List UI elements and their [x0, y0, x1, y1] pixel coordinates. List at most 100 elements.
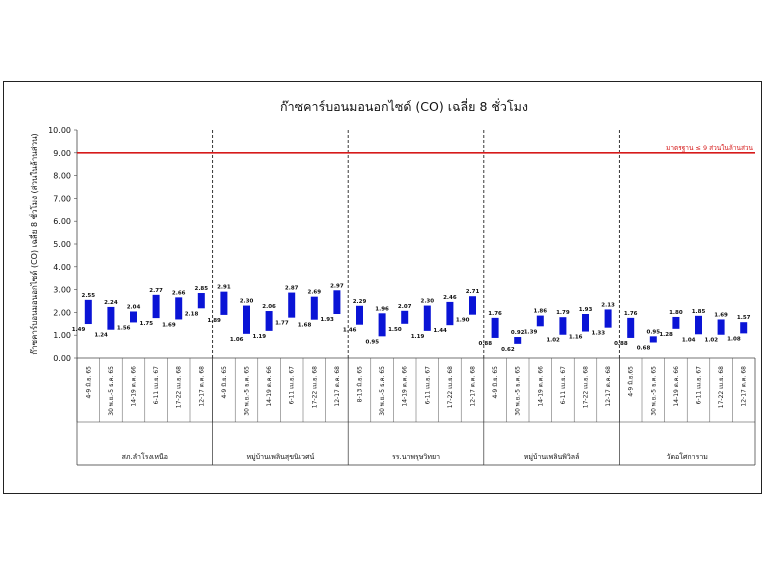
y-tick-label: 0.00 — [53, 354, 71, 363]
group-label: วัดอโศการาม — [667, 452, 708, 461]
max-value-label: 1.85 — [692, 309, 706, 315]
range-bar — [717, 319, 725, 335]
min-value-label: 1.04 — [682, 337, 696, 343]
category-label: 17-22 เม.ย. 68 — [718, 366, 725, 408]
category-label: 4-9 มิ.ย. 65 — [492, 366, 499, 399]
min-value-label: 0.88 — [614, 341, 628, 347]
max-value-label: 2.30 — [421, 299, 435, 305]
range-bar — [130, 311, 137, 323]
max-value-label: 1.69 — [714, 312, 728, 318]
range-bar — [604, 309, 612, 328]
min-value-label: 1.39 — [524, 329, 538, 335]
max-value-label: 2.71 — [466, 289, 480, 295]
group-label: หมู่บ้านเพลินสุขนิเวศน์ — [246, 453, 314, 461]
category-label: 12-17 ต.ค. 68 — [470, 366, 477, 407]
range-bar — [514, 337, 522, 344]
category-label: 4-9 มิ.ย. 65 — [221, 366, 228, 399]
range-bar — [469, 296, 476, 315]
category-label: 17-22 เม.ย. 68 — [311, 366, 318, 408]
min-value-label: 1.24 — [94, 333, 108, 339]
min-value-label: 1.28 — [659, 332, 673, 338]
range-bar — [356, 305, 363, 325]
max-value-label: 1.86 — [534, 309, 548, 315]
range-bar — [559, 317, 567, 335]
category-label: 14-19 ต.ค. 66 — [537, 366, 544, 407]
category-label: 30 พ.ย.-5 ธ.ค. 65 — [379, 366, 386, 416]
min-value-label: 1.46 — [343, 328, 357, 334]
x-category-labels: 4-9 มิ.ย. 65 30 พ.ย.-5 ธ.ค. 65 14-19 ต.ค. … — [76, 358, 756, 466]
category-label: 17-22 เม.ย. 68 — [583, 366, 590, 408]
range-bar — [220, 291, 228, 315]
category-label: 6-11 เม.ย. 67 — [560, 366, 567, 405]
range-bar — [491, 317, 499, 338]
category-label: 14-19 ต.ค. 66 — [673, 366, 680, 407]
min-value-label: 1.02 — [705, 338, 719, 344]
category-label: 14-19 ต.ค. 66 — [402, 366, 409, 407]
y-tick-label: 7.00 — [53, 194, 71, 203]
range-bar — [740, 322, 748, 334]
category-label: 6-11 เม.ย. 67 — [424, 366, 431, 405]
max-value-label: 2.66 — [172, 290, 186, 296]
min-value-label: 1.49 — [72, 327, 86, 333]
max-value-label: 2.29 — [353, 299, 367, 305]
range-bar — [446, 301, 454, 326]
y-tick-label: 3.00 — [53, 286, 71, 295]
y-tick-label: 1.00 — [53, 331, 71, 340]
max-value-label: 2.97 — [330, 283, 344, 289]
min-value-label: 1.06 — [230, 337, 244, 343]
category-label: 30 พ.ย.-5 ธ.ค. 65 — [244, 366, 251, 416]
y-axis-label: ก๊าซคาร์บอนมอนอกไซด์ (CO) เฉลี่ย 8 ชั่วโ… — [28, 133, 39, 354]
max-value-label: 2.24 — [104, 300, 118, 306]
max-value-label: 0.92 — [511, 330, 525, 336]
range-bar — [695, 315, 702, 335]
range-bar — [175, 297, 183, 320]
min-value-label: 1.56 — [117, 325, 131, 331]
min-value-label: 1.19 — [411, 334, 425, 340]
y-tick-label: 4.00 — [53, 263, 71, 272]
max-value-label: 2.04 — [127, 304, 141, 310]
max-value-label: 2.55 — [82, 293, 96, 299]
max-value-label: 2.46 — [443, 295, 457, 301]
min-value-label: 1.68 — [298, 323, 312, 329]
range-bar — [627, 317, 635, 338]
range-bar — [84, 299, 92, 325]
category-label: 8-13 มิ.ย. 65 — [357, 366, 364, 403]
min-value-label: 1.02 — [546, 338, 560, 344]
y-tick-label: 6.00 — [53, 217, 71, 226]
max-value-label: 2.30 — [240, 299, 254, 305]
max-value-label: 1.57 — [737, 315, 751, 321]
category-label: 30 พ.ย.-5 ธ.ค. 65 — [650, 366, 657, 416]
category-label: 12-17 ต.ค. 68 — [741, 366, 748, 407]
min-value-label: 1.77 — [275, 321, 289, 327]
range-bar — [265, 311, 273, 331]
min-value-label: 1.16 — [569, 335, 583, 341]
range-bar — [333, 290, 341, 314]
max-value-label: 1.93 — [579, 307, 593, 313]
max-value-label: 2.69 — [308, 290, 322, 296]
min-value-label: 1.69 — [162, 322, 176, 328]
category-label: 6-11 เม.ย. 67 — [153, 366, 160, 405]
min-value-label: 1.50 — [388, 327, 402, 333]
category-label: 14-19 ต.ค. 66 — [131, 366, 138, 407]
min-value-label: 1.90 — [456, 318, 470, 324]
range-bar — [152, 294, 160, 319]
min-value-label: 1.19 — [253, 334, 267, 340]
range-bar — [107, 306, 115, 330]
min-value-label: 1.89 — [207, 318, 221, 324]
min-value-label: 0.95 — [366, 339, 380, 345]
y-tick-label: 10.00 — [48, 126, 71, 135]
max-value-label: 1.76 — [624, 311, 638, 317]
chart-title: ก๊าซคาร์บอนมอนอกไซด์ (CO) เฉลี่ย 8 ชั่วโ… — [280, 98, 528, 114]
max-value-label: 2.13 — [601, 302, 615, 308]
range-bar — [310, 296, 318, 320]
category-label: 12-17 ต.ค. 68 — [605, 366, 612, 407]
category-label: 12-17 ต.ค. 68 — [334, 366, 341, 407]
range-bar — [423, 305, 431, 331]
min-value-label: 1.44 — [433, 328, 447, 334]
range-bar — [536, 315, 544, 327]
range-bar — [582, 313, 589, 332]
min-value-label: 0.68 — [637, 345, 651, 351]
min-value-label: 1.33 — [592, 331, 606, 337]
max-value-label: 2.87 — [285, 286, 299, 292]
standard-line-label: มาตรฐาน ≤ 9 ส่วนในล้านส่วน — [666, 144, 753, 152]
